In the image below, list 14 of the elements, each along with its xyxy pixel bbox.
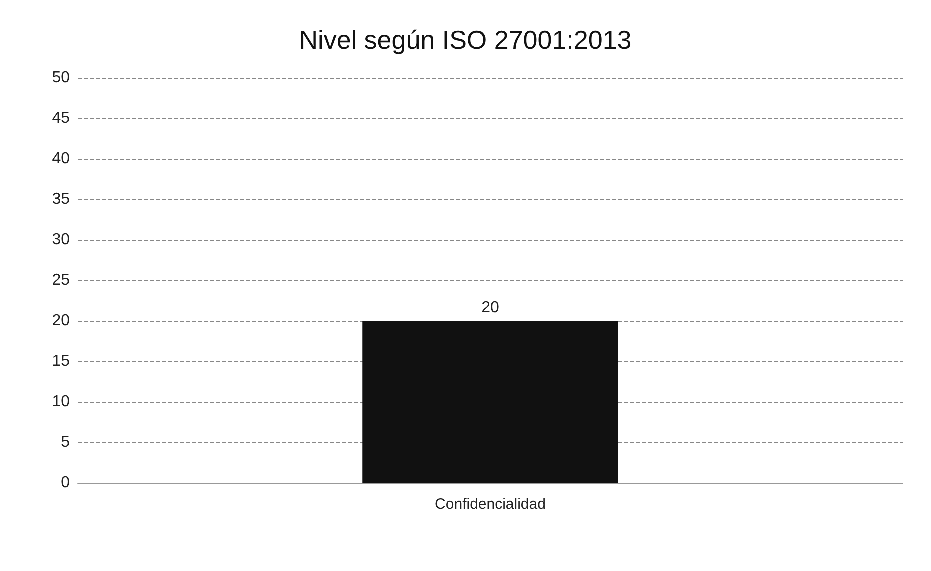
x-tick-label: Confidencialidad <box>435 496 546 513</box>
y-tick-label: 20 <box>52 312 70 330</box>
y-tick-label: 10 <box>52 394 70 410</box>
y-tick-label: 0 <box>61 474 70 492</box>
data-label: 20 <box>482 300 500 316</box>
y-tick-label: 30 <box>52 232 70 248</box>
y-tick-label: 40 <box>52 150 70 168</box>
y-tick-label: 25 <box>52 272 70 289</box>
y-tick-label: 15 <box>52 353 70 370</box>
y-tick-label: 35 <box>52 191 70 208</box>
y-tick-label: 50 <box>52 70 70 86</box>
chart-title: Nivel según ISO 27001:2013 <box>299 25 632 55</box>
y-tick-label: 45 <box>52 110 70 127</box>
y-tick-label: 5 <box>61 434 70 451</box>
